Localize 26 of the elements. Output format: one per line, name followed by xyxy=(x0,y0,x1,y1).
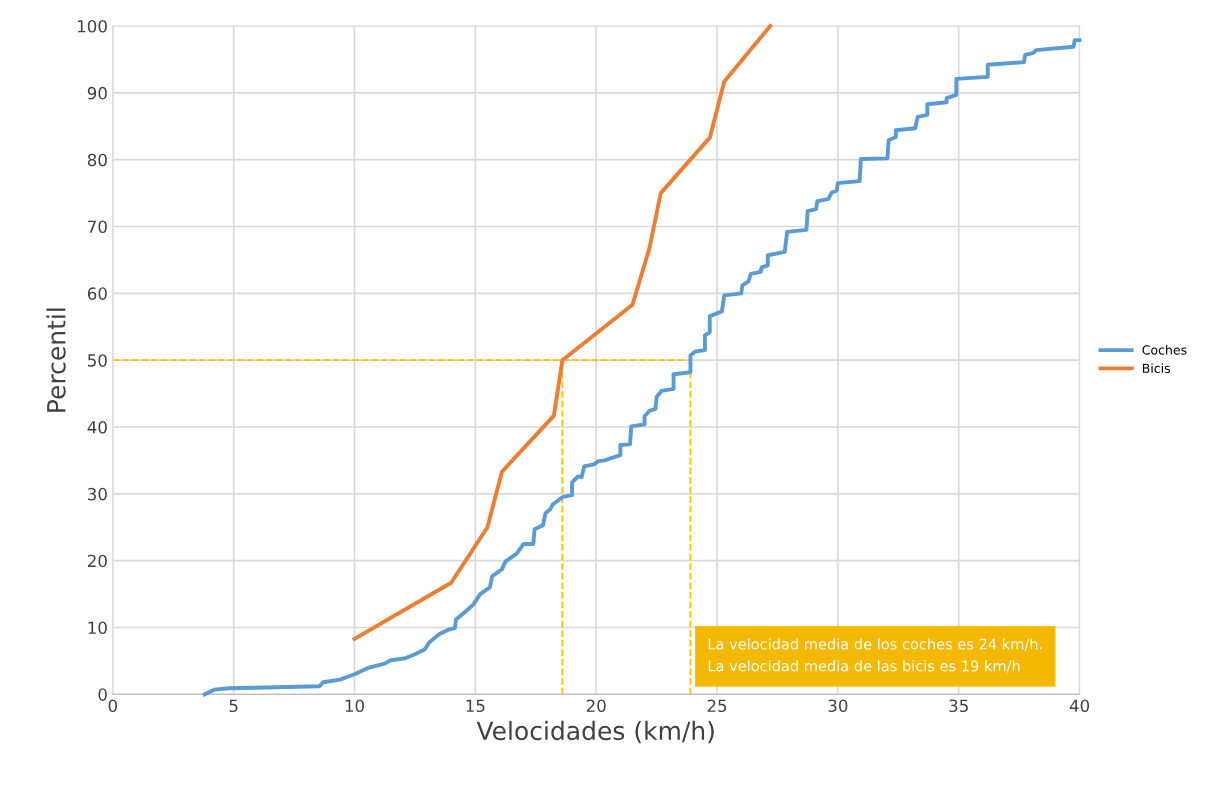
line-series xyxy=(202,38,1082,697)
y-tick-label: 20 xyxy=(87,554,107,568)
y-tick-label: 30 xyxy=(88,487,107,501)
y-axis-title: Percentil xyxy=(46,308,66,412)
x-tick-label: 20 xyxy=(586,699,606,713)
x-tick-label: 10 xyxy=(345,699,364,713)
x-tick-label: 15 xyxy=(466,699,485,713)
x-tick-label: 0 xyxy=(108,699,117,713)
y-tick-label: 80 xyxy=(87,153,107,167)
y-tick-label: 40 xyxy=(87,420,107,434)
y-tick-label: 60 xyxy=(87,287,107,300)
y-tick-label: 0 xyxy=(98,688,107,701)
y-tick-label: 10 xyxy=(88,621,107,635)
annotation: La velocidad media de los coches es 24 km/h. La velocidad media de las bicis es 19 km/h xyxy=(708,638,1042,673)
y-tick-label: 70 xyxy=(88,220,107,234)
y-tick-label: 50 xyxy=(88,354,107,367)
x-tick-label: 25 xyxy=(707,699,727,713)
x-tick-label: 30 xyxy=(828,699,848,713)
x-tick-label: 40 xyxy=(1069,699,1090,713)
x-axis-title: Velocidades (km/h) xyxy=(476,720,714,744)
legend-label: Coches xyxy=(1142,344,1187,355)
x-tick-label: 35 xyxy=(949,699,968,713)
x-tick-label: 5 xyxy=(229,699,238,713)
y-tick-label: 90 xyxy=(87,86,107,100)
y-tick-label: 100 xyxy=(77,20,107,33)
legend-label: Bicis xyxy=(1142,363,1171,373)
